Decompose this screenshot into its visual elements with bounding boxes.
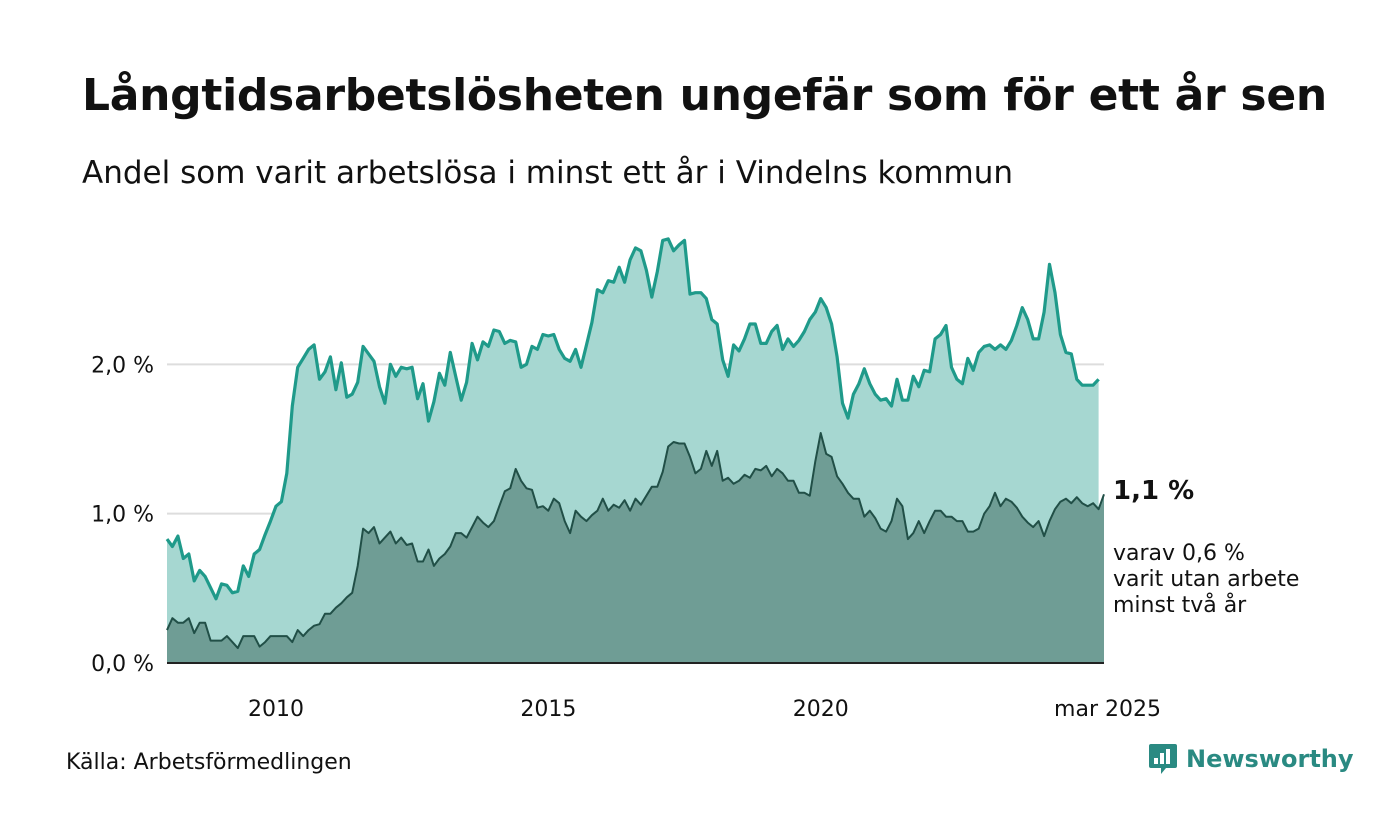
y-tick-label-2: 2,0 % — [91, 353, 154, 378]
line-total — [165, 237, 1100, 601]
area-two-year — [167, 433, 1104, 663]
x-tick-label-0: 2010 — [248, 697, 304, 722]
end-value-label-two-year: varav 0,6 % varit utan arbete minst två … — [1113, 541, 1299, 619]
brand-logo: Newsworthy — [1148, 742, 1354, 776]
x-tick-label-3: mar 2025 — [1054, 697, 1161, 722]
x-axis-ticks: 2010 2015 2020 mar 2025 — [248, 697, 1161, 722]
y-tick-label-0: 0,0 % — [91, 652, 154, 677]
chart-subtitle: Andel som varit arbetslösa i minst ett å… — [82, 155, 1014, 191]
end-label-line-1: varav 0,6 % — [1113, 541, 1245, 566]
chart-title: Långtidsarbetslösheten ungefär som för e… — [82, 70, 1327, 121]
y-tick-label-1: 1,0 % — [91, 503, 154, 528]
y-axis-ticks: 0,0 % 1,0 % 2,0 % — [91, 353, 154, 677]
data-lines — [165, 237, 1105, 650]
brand-name: Newsworthy — [1186, 745, 1354, 773]
line-two-year — [166, 432, 1105, 650]
newsworthy-icon — [1149, 744, 1177, 774]
data-areas — [167, 238, 1104, 663]
x-tick-label-2: 2020 — [793, 697, 849, 722]
end-label-line-2: varit utan arbete — [1113, 567, 1300, 592]
end-value-label-total: 1,1 % — [1113, 476, 1195, 506]
x-tick-label-1: 2015 — [520, 697, 576, 722]
source-note: Källa: Arbetsförmedlingen — [66, 750, 352, 775]
end-label-line-3: minst två år — [1113, 593, 1247, 618]
